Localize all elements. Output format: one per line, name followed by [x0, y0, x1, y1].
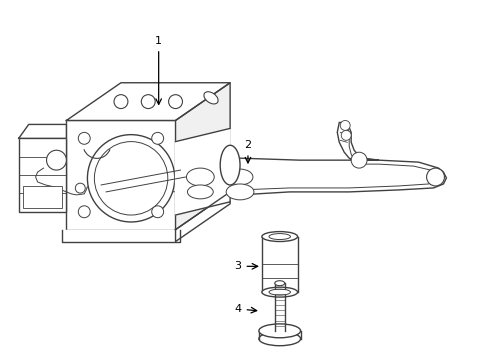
Circle shape	[141, 95, 155, 109]
Ellipse shape	[203, 92, 218, 104]
Ellipse shape	[225, 184, 253, 200]
Bar	[66, 121, 175, 230]
Text: 1: 1	[155, 36, 162, 104]
Ellipse shape	[186, 168, 214, 186]
Circle shape	[341, 130, 350, 140]
Circle shape	[426, 168, 444, 186]
Polygon shape	[62, 230, 179, 242]
Text: 4: 4	[234, 304, 256, 314]
Circle shape	[94, 141, 167, 215]
Polygon shape	[175, 192, 230, 242]
Ellipse shape	[258, 332, 300, 346]
Polygon shape	[66, 83, 230, 121]
Bar	[19, 138, 66, 212]
Text: 3: 3	[234, 261, 257, 271]
Ellipse shape	[262, 231, 297, 242]
Circle shape	[78, 132, 90, 144]
Circle shape	[78, 206, 90, 218]
Circle shape	[75, 183, 85, 193]
Circle shape	[151, 132, 163, 144]
Circle shape	[350, 152, 366, 168]
Ellipse shape	[220, 145, 240, 185]
Circle shape	[151, 206, 163, 218]
Circle shape	[168, 95, 182, 109]
Polygon shape	[175, 83, 230, 230]
Text: 2: 2	[244, 140, 251, 163]
Ellipse shape	[262, 287, 297, 297]
Circle shape	[46, 150, 66, 170]
Bar	[22, 186, 62, 208]
Polygon shape	[19, 125, 66, 138]
Ellipse shape	[268, 289, 290, 295]
Circle shape	[114, 95, 128, 109]
Circle shape	[87, 135, 174, 222]
Ellipse shape	[187, 185, 213, 199]
Ellipse shape	[258, 324, 300, 338]
Polygon shape	[175, 129, 230, 215]
Ellipse shape	[226, 169, 252, 185]
Circle shape	[340, 121, 349, 130]
Ellipse shape	[274, 281, 284, 286]
Ellipse shape	[268, 234, 290, 239]
Polygon shape	[20, 122, 446, 205]
